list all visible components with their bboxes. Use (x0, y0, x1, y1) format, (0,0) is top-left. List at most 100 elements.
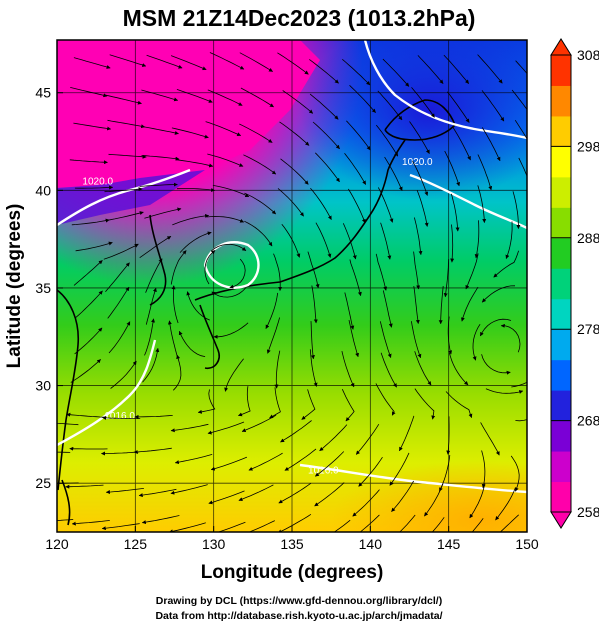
x-axis: 120 125 130 135 140 145 150 (45, 526, 539, 552)
streamline (412, 160, 429, 196)
streamline (309, 349, 318, 387)
streamline (438, 286, 444, 325)
streamline (310, 187, 332, 220)
streamline (108, 321, 131, 354)
streamline (495, 487, 516, 521)
streamline (499, 514, 519, 532)
streamline (107, 286, 130, 319)
credit-drawing: Drawing by DCL (https://www.gfd-dennou.o… (156, 595, 442, 607)
streamline (481, 285, 516, 303)
credit-data: Data from http://database.rish.kyoto-u.a… (155, 610, 442, 622)
streamline (409, 121, 430, 154)
streamline (460, 286, 479, 322)
streamline (109, 54, 147, 67)
plot-area: 1020.0 1020.0 1016.0 1016.0 (57, 40, 527, 532)
colorbar-segment (551, 298, 571, 330)
isobar-label: 1020.0 (402, 157, 433, 168)
streamline (448, 352, 469, 386)
streamline (106, 211, 144, 221)
streamline (417, 55, 444, 84)
streamline (141, 515, 180, 525)
streamline (73, 260, 103, 286)
streamline (342, 58, 371, 86)
streamline (352, 489, 380, 517)
x-tick-label: 130 (202, 536, 226, 552)
streamline (307, 251, 320, 289)
streamline (284, 448, 317, 471)
streamline (206, 216, 245, 223)
streamline (186, 291, 210, 321)
streamline (377, 90, 403, 121)
streamline (101, 451, 140, 456)
streamline (269, 387, 281, 419)
streamline (73, 57, 111, 69)
streamline (465, 253, 479, 290)
wind-streamlines (57, 52, 527, 532)
colorbar-tick-label: 288 (577, 230, 599, 246)
streamline (274, 350, 281, 389)
streamline (239, 123, 273, 143)
isobar-label: 1016.0 (308, 465, 339, 476)
streamline (411, 321, 422, 359)
streamline (414, 388, 436, 420)
streamline (133, 447, 172, 454)
streamline (57, 519, 74, 521)
streamline (172, 213, 210, 226)
streamline (384, 156, 403, 191)
streamline (208, 490, 245, 505)
streamline (212, 185, 250, 198)
streamline (349, 85, 376, 113)
taiwan-coast (61, 479, 71, 526)
streamline (515, 60, 527, 75)
streamline (515, 419, 527, 422)
isobar-1016-south (299, 463, 527, 494)
streamline (344, 292, 355, 330)
streamline (355, 423, 380, 455)
streamline (382, 290, 393, 328)
y-tick-label: 25 (35, 475, 51, 491)
streamline (266, 317, 280, 354)
streamline (511, 381, 527, 388)
honshu-coast (194, 139, 406, 301)
streamline (139, 182, 178, 187)
streamline (265, 292, 279, 329)
isobar-low-center (203, 241, 260, 289)
streamline (514, 119, 527, 140)
streamline (480, 422, 500, 456)
streamline (141, 126, 179, 135)
streamline (314, 482, 345, 507)
streamline (145, 258, 163, 293)
streamline (477, 54, 503, 84)
streamline (174, 454, 213, 465)
streamline (70, 359, 101, 383)
streamline (171, 285, 179, 324)
streamline (444, 150, 460, 187)
streamline (414, 217, 423, 256)
colorbar-tick-label: 278 (577, 321, 599, 337)
streamline (319, 424, 348, 452)
y-axis: 25 30 35 40 45 (35, 85, 63, 491)
streamline (312, 121, 340, 150)
streamline (344, 153, 367, 185)
streamline (348, 320, 359, 358)
streamline (170, 484, 208, 495)
streamline (411, 87, 435, 118)
streamline (273, 253, 283, 291)
streamline (277, 188, 304, 217)
streamline (175, 159, 214, 168)
x-tick-label: 135 (280, 536, 304, 552)
streamline (139, 235, 172, 259)
streamline (57, 422, 79, 426)
streamline (240, 87, 274, 108)
streamline (141, 89, 179, 102)
streamline (170, 55, 207, 71)
streamline (477, 154, 493, 191)
colorbar-segment (551, 176, 571, 208)
streamline (347, 188, 366, 224)
streamline (424, 483, 444, 517)
streamline (315, 222, 332, 258)
streamline (379, 321, 392, 358)
streamline (505, 221, 513, 259)
y-tick-label: 45 (35, 85, 51, 101)
colorbar-segment (551, 237, 571, 269)
